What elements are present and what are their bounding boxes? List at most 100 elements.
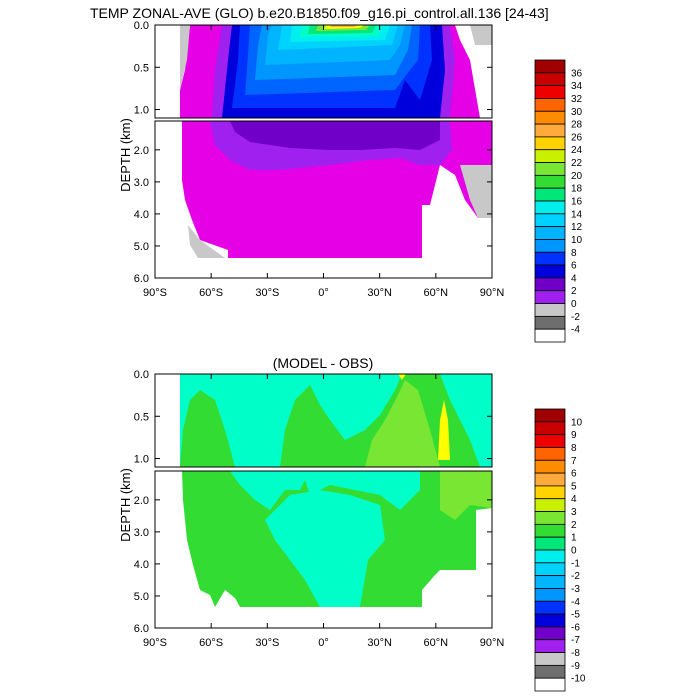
bottom-colorbar-label: -1 [571, 558, 580, 569]
top-x-tick-label: 0° [318, 287, 329, 299]
bottom-colorbar-box [534, 459, 566, 474]
top-x-tick-label: 90°N [480, 287, 505, 299]
top-colorbar-label: 14 [571, 209, 583, 220]
bottom-colorbar-label: 0 [571, 546, 577, 557]
top-y-tick-label: 5.0 [134, 241, 149, 253]
top-colorbar-box [534, 136, 566, 151]
top-colorbar-label: 6 [571, 261, 577, 272]
bottom-colorbar-box [534, 575, 566, 589]
top-colorbar-box [534, 162, 566, 176]
top-colorbar-box [534, 187, 566, 202]
bottom-colorbar-box [534, 549, 566, 564]
top-colorbar-label: 8 [571, 248, 577, 259]
bottom-colorbar-box [534, 421, 566, 436]
top-axis-ticks: 90°S 60°S 30°S 0° 30°N 60°N 90°N 0.0 0.5 1.0 2.0 3.… [134, 20, 505, 299]
bottom-colorbar-box [534, 511, 566, 525]
bottom-x-tick-label: 0° [318, 637, 329, 649]
bottom-x-tick-label: 90°S [143, 637, 167, 649]
bottom-colorbar-box [534, 588, 566, 602]
top-colorbar-label: 28 [571, 120, 583, 131]
bottom-colorbar-box [534, 408, 566, 423]
top-colorbar-box [534, 303, 566, 317]
top-colorbar-box [534, 264, 566, 279]
top-colorbar-label: 36 [571, 68, 583, 79]
bottom-colorbar-label: -7 [571, 635, 580, 646]
top-upper-field [155, 25, 492, 118]
bottom-x-tick-label: 60°N [424, 637, 449, 649]
bottom-colorbar-box [534, 613, 566, 628]
bottom-y-tick-label: 5.0 [134, 591, 149, 603]
top-colorbar-label: -2 [571, 312, 580, 323]
top-colorbar-label: 0 [571, 299, 577, 310]
top-colorbar-box [534, 251, 566, 266]
top-depth-label: DEPTH (km) [118, 118, 133, 192]
bottom-x-tick-label: 30°S [255, 637, 279, 649]
bottom-colorbar-box [534, 600, 566, 615]
top-colorbar-box [534, 290, 566, 304]
bottom-colorbar-label: 2 [571, 520, 577, 531]
bottom-colorbar-label: -10 [571, 674, 586, 685]
top-colorbar-box [534, 59, 566, 74]
bottom-colorbar-label: 7 [571, 456, 577, 467]
top-colorbar-label: 12 [571, 222, 583, 233]
top-colorbar-label: -4 [571, 325, 580, 336]
bottom-x-tick-label: 30°N [367, 637, 392, 649]
top-colorbar-box [534, 85, 566, 99]
top-colorbar-box [534, 72, 566, 87]
top-colorbar-box [534, 277, 566, 292]
top-colorbar-box [534, 123, 566, 138]
bottom-y-tick-label: 6.0 [134, 623, 149, 635]
bottom-colorbar-box [534, 677, 566, 692]
bottom-colorbar-box [534, 536, 566, 551]
top-colorbar-label: 2 [571, 286, 577, 297]
bottom-colorbar-label: 1 [571, 533, 577, 544]
top-colorbar-label: 10 [571, 235, 583, 246]
bottom-colorbar-box [534, 626, 566, 641]
bottom-colorbar-box [534, 485, 566, 500]
top-y-tick-label: 4.0 [134, 209, 149, 221]
bottom-colorbar-label: -5 [571, 610, 580, 621]
bottom-colorbar-label: 4 [571, 494, 577, 505]
bottom-colorbar-label: 3 [571, 507, 577, 518]
top-colorbar-label: 4 [571, 273, 577, 284]
bottom-lower-field [155, 471, 492, 628]
top-colorbar-box [534, 110, 566, 125]
top-colorbar-box [534, 174, 566, 189]
top-colorbar-label: 26 [571, 132, 583, 143]
bottom-colorbar-label: -6 [571, 622, 580, 633]
bottom-colorbar-label: -4 [571, 597, 580, 608]
bottom-y-tick-label: 4.0 [134, 559, 149, 571]
bottom-colorbar-box [534, 639, 566, 653]
top-title: TEMP ZONAL-AVE (GLO) b.e20.B1850.f09_g16… [90, 5, 549, 21]
top-colorbar-box [534, 213, 566, 228]
top-x-tick-label: 90°S [143, 287, 167, 299]
top-y-tick-label: 0.5 [134, 62, 149, 74]
bottom-colorbar-box [534, 562, 566, 577]
top-y-tick-label: 1.0 [134, 105, 149, 117]
top-colorbar-box [534, 226, 566, 240]
bottom-y-tick-label: 0.5 [134, 411, 149, 423]
top-colorbar-box [534, 328, 566, 343]
top-colorbar-label: 34 [571, 81, 583, 92]
bottom-axis-ticks: 90°S 60°S 30°S 0° 30°N 60°N 90°N 0.0 0.5 1.0 2.0 3.… [134, 369, 505, 649]
top-colorbar-box [534, 239, 566, 253]
bottom-x-tick-label: 60°S [199, 637, 223, 649]
bottom-colorbar-label: -9 [571, 661, 580, 672]
top-colorbar-box [534, 149, 566, 163]
top-lower-field [155, 121, 492, 278]
bottom-colorbar-box [534, 664, 566, 679]
bottom-y-tick-label: 0.0 [134, 369, 149, 381]
bottom-colorbar-label: 8 [571, 443, 577, 454]
top-y-tick-label: 2.0 [134, 145, 149, 157]
bottom-colorbar-box [534, 434, 566, 448]
bottom-colorbar-box [534, 447, 566, 461]
top-colorbar-box [534, 98, 566, 112]
top-x-tick-label: 30°S [255, 287, 279, 299]
top-colorbar-box [534, 315, 566, 330]
top-x-tick-label: 30°N [367, 287, 392, 299]
bottom-upper-field [155, 374, 492, 467]
bottom-colorbar-box [534, 498, 566, 512]
